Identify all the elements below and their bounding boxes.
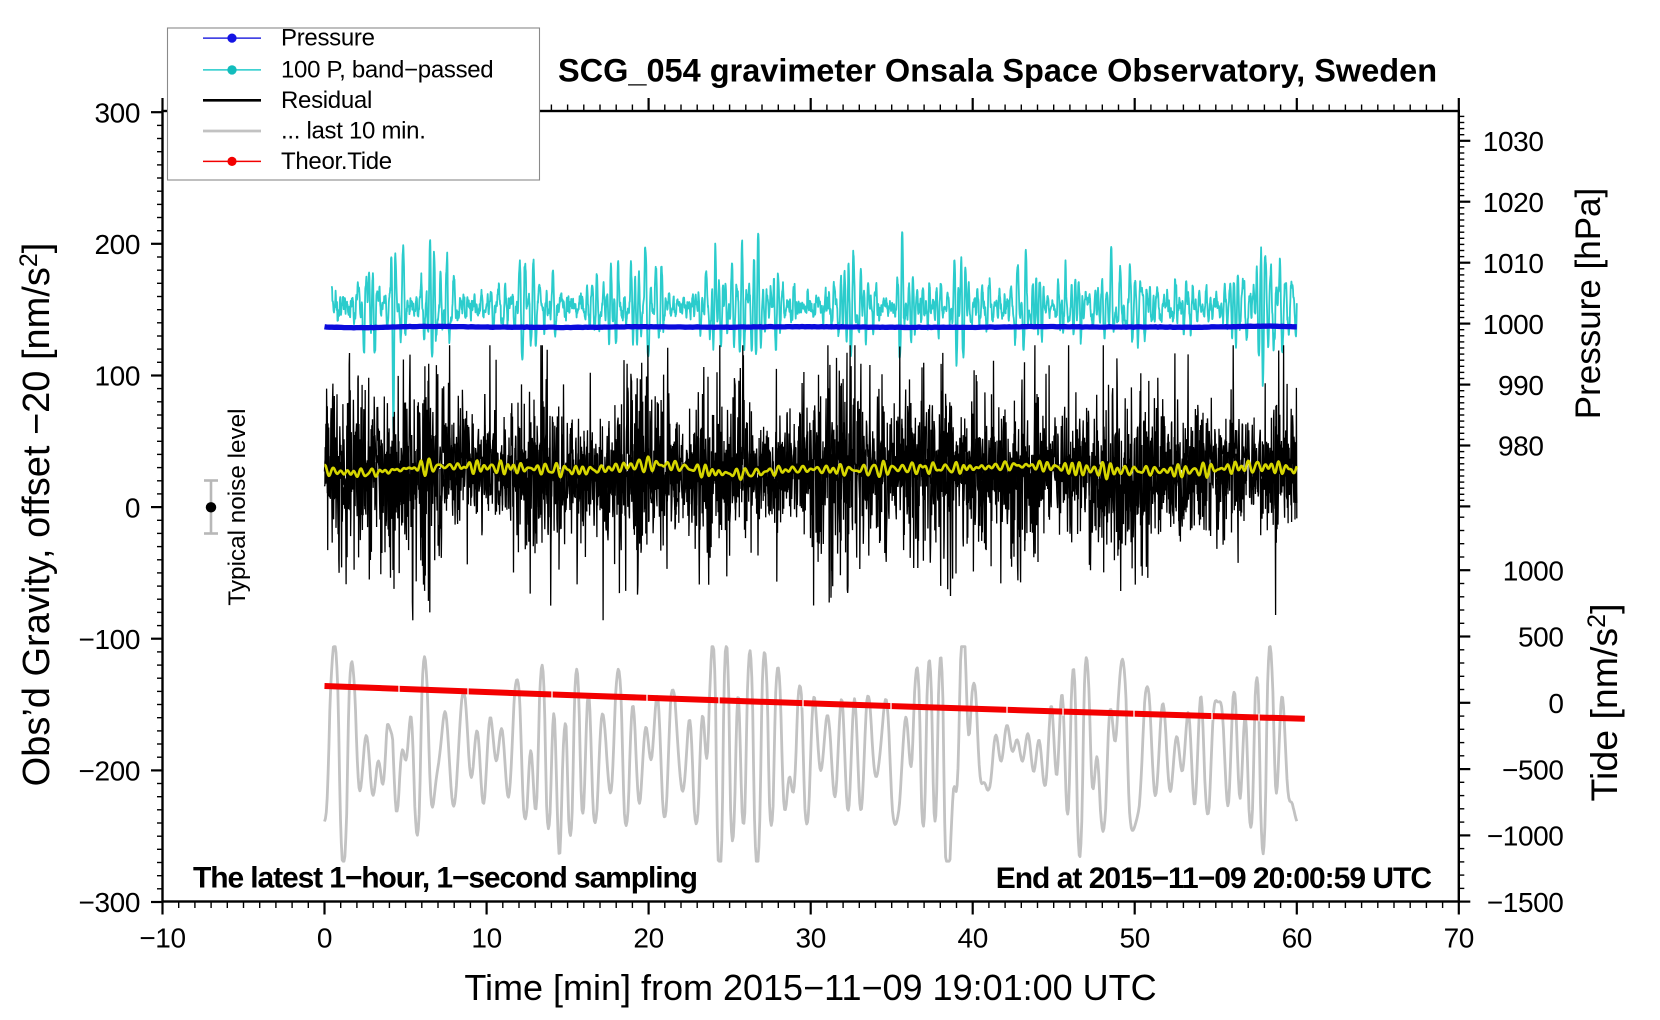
svg-text:1000: 1000	[1503, 555, 1564, 586]
svg-text:980: 980	[1498, 431, 1544, 462]
svg-text:60: 60	[1282, 923, 1312, 954]
svg-text:Theor.Tide: Theor.Tide	[281, 148, 392, 175]
svg-text:Obs’d Gravity, offset −20 [nm/: Obs’d Gravity, offset −20 [nm/s2]	[15, 243, 58, 787]
svg-text:Pressure [hPa]: Pressure [hPa]	[1569, 188, 1608, 420]
svg-text:Pressure: Pressure	[281, 25, 375, 52]
svg-text:−500: −500	[1502, 754, 1563, 785]
svg-text:0: 0	[1548, 688, 1563, 719]
svg-text:Time [min] from 2015−11−09 19:: Time [min] from 2015−11−09 19:01:00 UTC	[464, 967, 1156, 1008]
svg-text:The latest 1−hour, 1−second sa: The latest 1−hour, 1−second sampling	[193, 862, 697, 895]
svg-text:500: 500	[1518, 622, 1564, 653]
svg-text:Typical noise level: Typical noise level	[224, 408, 251, 605]
svg-text:100: 100	[94, 361, 140, 392]
svg-text:1020: 1020	[1483, 187, 1544, 218]
svg-text:−1500: −1500	[1487, 887, 1564, 918]
svg-text:−100: −100	[79, 624, 140, 655]
svg-text:50: 50	[1120, 923, 1150, 954]
svg-text:0: 0	[317, 923, 332, 954]
svg-text:0: 0	[125, 492, 140, 523]
svg-text:Tide [nm/s2]: Tide [nm/s2]	[1583, 604, 1625, 802]
svg-text:SCG_054 gravimeter Onsala Spac: SCG_054 gravimeter Onsala Space Observat…	[558, 52, 1437, 88]
svg-text:−200: −200	[79, 756, 140, 787]
svg-text:... last 10 min.: ... last 10 min.	[281, 118, 426, 145]
svg-text:1010: 1010	[1483, 248, 1544, 279]
svg-text:Residual: Residual	[281, 87, 372, 114]
svg-text:−300: −300	[79, 887, 140, 918]
svg-text:300: 300	[94, 97, 140, 128]
svg-text:200: 200	[94, 229, 140, 260]
svg-text:1000: 1000	[1483, 309, 1544, 340]
svg-text:30: 30	[796, 923, 826, 954]
svg-text:990: 990	[1498, 370, 1544, 401]
svg-text:20: 20	[633, 923, 663, 954]
svg-text:100 P, band−passed: 100 P, band−passed	[281, 57, 493, 84]
svg-text:40: 40	[958, 923, 988, 954]
svg-text:1030: 1030	[1483, 126, 1544, 157]
svg-text:70: 70	[1444, 923, 1474, 954]
svg-text:10: 10	[471, 923, 501, 954]
svg-text:End at 2015−11−09 20:00:59 UTC: End at 2015−11−09 20:00:59 UTC	[996, 862, 1432, 895]
svg-text:−1000: −1000	[1487, 821, 1564, 852]
svg-text:−10: −10	[139, 923, 185, 954]
